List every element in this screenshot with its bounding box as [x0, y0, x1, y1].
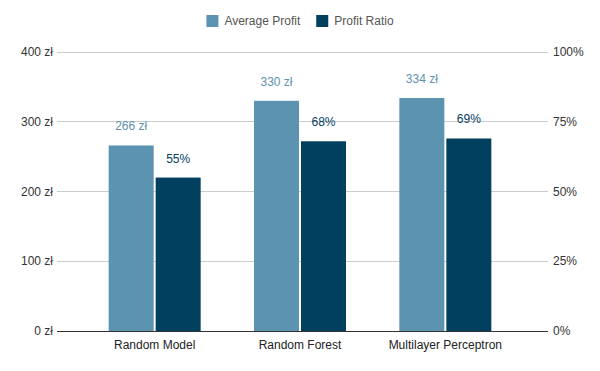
data-label: 55% — [166, 152, 190, 166]
y2-tick — [548, 331, 551, 332]
category-label: Random Model — [114, 338, 195, 352]
y-tick-label: 300 zł — [21, 115, 53, 129]
legend-swatch — [316, 15, 328, 27]
bar — [254, 101, 299, 331]
data-labels: 266 zł 55% 330 zł 68% 334 zł 69% — [115, 72, 481, 166]
legend: Average Profit Profit Ratio — [206, 14, 394, 28]
y2-tick — [548, 52, 551, 53]
data-label: 334 zł — [406, 72, 438, 86]
chart: 0 zł 100 zł 200 zł 300 zł 400 zł 0% 25% 50% 75% 1… — [0, 0, 600, 371]
legend-swatch — [206, 15, 218, 27]
bars — [109, 98, 492, 331]
legend-label: Average Profit — [224, 14, 300, 28]
y2-tick-label: 50% — [553, 185, 577, 199]
y-tick-label: 100 zł — [21, 254, 53, 268]
y2-tick-label: 0% — [553, 324, 571, 338]
data-label: 68% — [311, 115, 335, 129]
bar — [301, 141, 346, 331]
category-label: Multilayer Perceptron — [389, 338, 502, 352]
y-tick-label: 0 zł — [34, 324, 53, 338]
y2-tick — [548, 261, 551, 262]
y2-tick — [548, 121, 551, 122]
y-tick-label: 400 zł — [21, 45, 53, 59]
bar — [399, 98, 444, 331]
legend-label: Profit Ratio — [334, 14, 394, 28]
y2-tick-label: 100% — [553, 45, 584, 59]
bar — [156, 178, 201, 331]
category-label: Random Forest — [259, 338, 342, 352]
grid-line — [57, 52, 548, 53]
data-label: 69% — [457, 112, 481, 126]
y2-tick — [548, 191, 551, 192]
data-label: 266 zł — [115, 119, 147, 133]
y2-tick-label: 25% — [553, 254, 577, 268]
data-label: 330 zł — [260, 75, 292, 89]
bar — [109, 145, 154, 331]
y-tick-label: 200 zł — [21, 185, 53, 199]
y2-tick-label: 75% — [553, 115, 577, 129]
bar — [446, 138, 491, 331]
